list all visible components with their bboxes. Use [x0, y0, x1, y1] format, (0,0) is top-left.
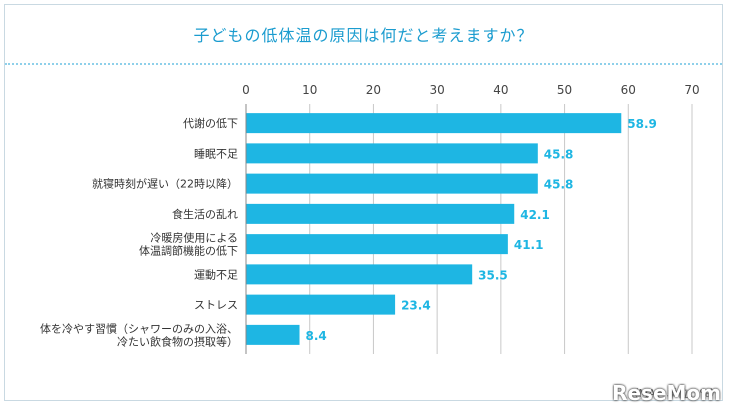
- bar: [246, 234, 508, 255]
- category-label: 体を冷やす習慣（シャワーのみの入浴、: [40, 321, 238, 335]
- value-label: 42.1: [520, 208, 550, 222]
- x-tick-label: 20: [366, 83, 381, 97]
- value-label: 8.4: [306, 329, 327, 343]
- category-label: 就寝時刻が遅い（22時以降）: [92, 177, 238, 191]
- x-tick-label: 70: [684, 83, 699, 97]
- category-label: 冷たい飲食物の摂取等）: [117, 334, 238, 348]
- category-label: 食生活の乱れ: [172, 207, 238, 221]
- x-tick-label: 50: [557, 83, 572, 97]
- unit-note: （MA、単位：%）: [627, 387, 721, 400]
- value-label: 45.8: [544, 147, 574, 161]
- bar: [246, 173, 538, 194]
- category-label: 体温調節機能の低下: [139, 244, 238, 258]
- bar: [246, 324, 300, 345]
- value-label: 23.4: [401, 299, 431, 313]
- category-label: ストレス: [194, 299, 238, 312]
- x-tick-label: 40: [493, 83, 508, 97]
- value-label: 35.5: [478, 268, 508, 282]
- x-tick-label: 0: [242, 83, 250, 97]
- x-tick-label: 60: [621, 83, 636, 97]
- title-divider: [5, 63, 722, 65]
- category-label: 運動不足: [194, 267, 238, 281]
- x-tick-label: 10: [302, 83, 317, 97]
- category-label: 睡眠不足: [194, 147, 238, 160]
- chart-frame: 子どもの低体温の原因は何だと考えますか？: [4, 4, 723, 401]
- bar: [246, 113, 622, 134]
- bar: [246, 143, 538, 164]
- bar: [246, 264, 473, 285]
- x-tick-label: 30: [430, 83, 445, 97]
- value-label: 58.9: [627, 117, 657, 131]
- value-label: 41.1: [514, 238, 544, 252]
- chart-title: 子どもの低体温の原因は何だと考えますか？: [193, 26, 534, 45]
- category-label: 代謝の低下: [183, 116, 238, 130]
- watermark-logo: ReseMom: [612, 381, 721, 405]
- bar: [246, 203, 515, 224]
- bar: [246, 294, 396, 315]
- category-label: 冷暖房使用による: [150, 232, 238, 245]
- value-label: 45.8: [544, 178, 574, 192]
